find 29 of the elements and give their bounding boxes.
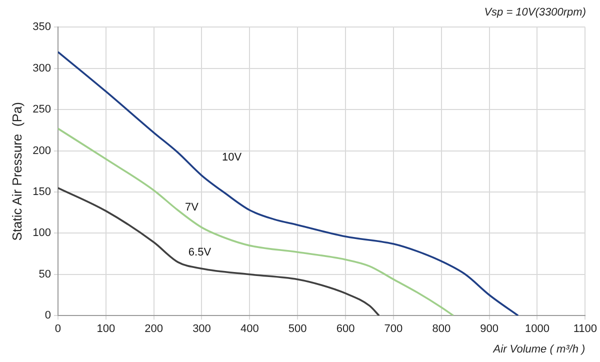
series-label: 6.5V <box>188 246 212 259</box>
x-tick-label: 100 <box>96 323 116 336</box>
text: 10V <box>222 152 242 164</box>
x-tick-label: 500 <box>288 323 307 336</box>
x-tick-label: 1000 <box>525 323 550 336</box>
y-tick-label: 300 <box>32 62 51 74</box>
x-tick-label: 700 <box>384 323 403 336</box>
x-tick-label: 200 <box>144 323 163 336</box>
y-tick-label: 150 <box>32 186 51 198</box>
x-axis-title: Air Volume ( m³/h ) <box>492 343 586 356</box>
x-tick-label: 0 <box>54 323 62 336</box>
y-tick-label: 350 <box>32 21 51 34</box>
y-tick-label: 0 <box>44 310 51 322</box>
x-tick-label: 900 <box>480 323 498 336</box>
line-series <box>58 51 519 316</box>
line-series <box>58 128 454 316</box>
y-tick-label: 200 <box>32 144 51 157</box>
x-tick-label: 300 <box>192 323 211 336</box>
line-series <box>58 186 380 316</box>
y-tick-label: 250 <box>32 104 51 116</box>
x-tick-label: 1100 <box>573 323 597 336</box>
y-tick-label: 50 <box>38 268 51 280</box>
x-tick-label: 600 <box>336 323 355 336</box>
series-label: 7V <box>185 201 200 214</box>
y-tick-label: 100 <box>32 227 51 240</box>
chart-subtitle: Vsp = 10V(3300rpm) <box>484 6 586 19</box>
x-tick-label: 800 <box>432 323 451 336</box>
x-tick-label: 400 <box>240 323 259 336</box>
y-axis-title: Static Air Pressure (Pa) <box>9 102 24 241</box>
